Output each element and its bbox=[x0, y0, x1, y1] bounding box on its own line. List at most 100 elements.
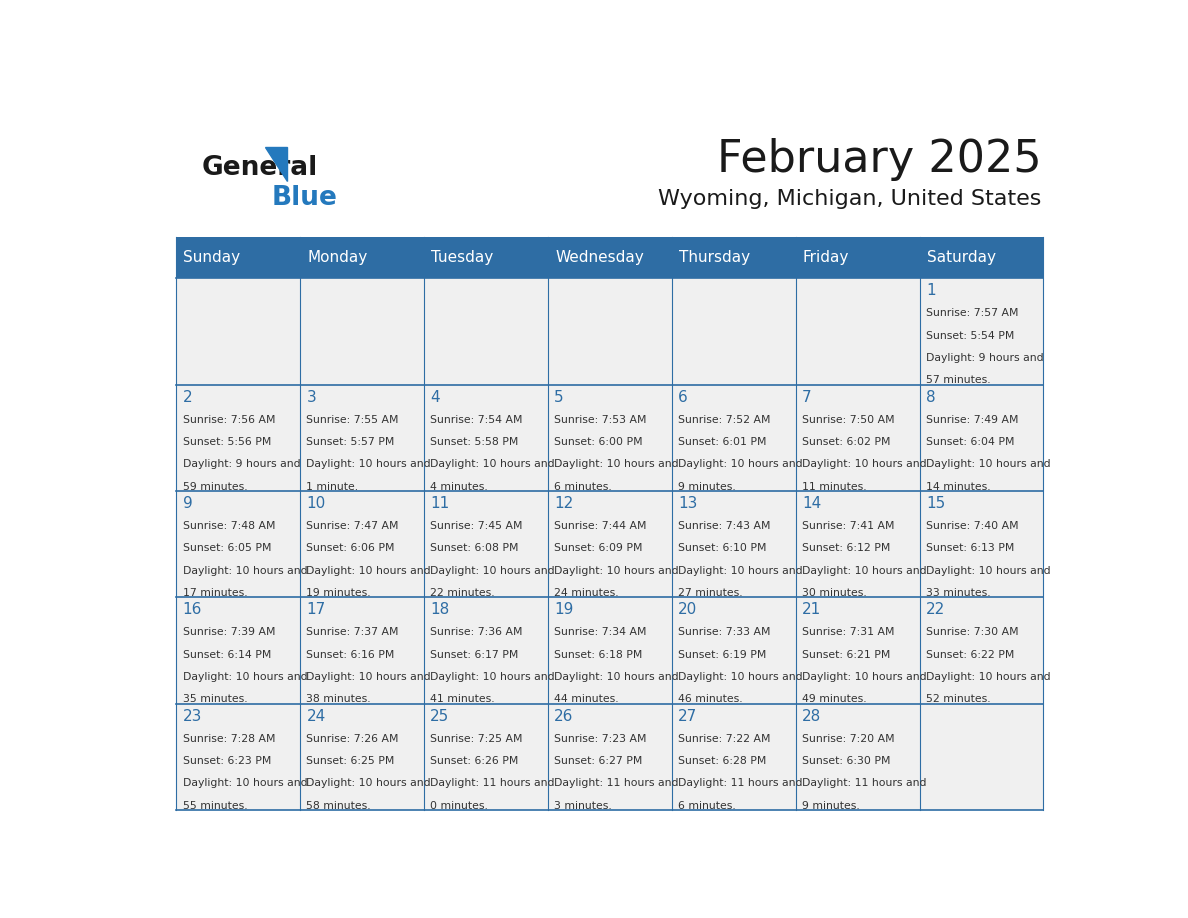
Text: 4: 4 bbox=[430, 389, 440, 405]
Bar bbox=[424, 385, 548, 491]
Text: Daylight: 10 hours and: Daylight: 10 hours and bbox=[802, 672, 927, 682]
Text: 41 minutes.: 41 minutes. bbox=[430, 694, 495, 704]
Text: Daylight: 10 hours and: Daylight: 10 hours and bbox=[183, 778, 308, 789]
Text: Sunrise: 7:30 AM: Sunrise: 7:30 AM bbox=[925, 627, 1018, 637]
Text: 30 minutes.: 30 minutes. bbox=[802, 588, 867, 598]
Text: 4 minutes.: 4 minutes. bbox=[430, 482, 488, 492]
Text: Sunset: 6:13 PM: Sunset: 6:13 PM bbox=[925, 543, 1015, 554]
Text: Sunday: Sunday bbox=[183, 251, 241, 265]
Text: 21: 21 bbox=[802, 602, 821, 617]
Text: 58 minutes.: 58 minutes. bbox=[307, 800, 371, 811]
Bar bbox=[796, 278, 920, 385]
Bar bbox=[424, 278, 548, 385]
Bar bbox=[176, 598, 301, 703]
Bar bbox=[671, 238, 796, 278]
Text: Sunrise: 7:41 AM: Sunrise: 7:41 AM bbox=[802, 521, 895, 532]
Bar bbox=[301, 278, 424, 385]
Text: Daylight: 10 hours and: Daylight: 10 hours and bbox=[925, 672, 1050, 682]
Bar bbox=[548, 491, 671, 598]
Text: 27: 27 bbox=[678, 709, 697, 723]
Text: 38 minutes.: 38 minutes. bbox=[307, 694, 371, 704]
Text: 13: 13 bbox=[678, 496, 697, 511]
Text: 1: 1 bbox=[925, 284, 936, 298]
Text: Sunset: 6:19 PM: Sunset: 6:19 PM bbox=[678, 650, 766, 660]
Bar bbox=[176, 278, 301, 385]
Bar bbox=[920, 598, 1043, 703]
Bar bbox=[301, 238, 424, 278]
Bar bbox=[920, 491, 1043, 598]
Text: Sunset: 6:17 PM: Sunset: 6:17 PM bbox=[430, 650, 519, 660]
Text: Daylight: 10 hours and: Daylight: 10 hours and bbox=[678, 459, 803, 469]
Text: Sunrise: 7:28 AM: Sunrise: 7:28 AM bbox=[183, 733, 276, 744]
Text: Sunrise: 7:34 AM: Sunrise: 7:34 AM bbox=[555, 627, 646, 637]
Text: 14 minutes.: 14 minutes. bbox=[925, 482, 991, 492]
Text: Sunrise: 7:44 AM: Sunrise: 7:44 AM bbox=[555, 521, 646, 532]
Bar bbox=[548, 238, 671, 278]
Text: 49 minutes.: 49 minutes. bbox=[802, 694, 867, 704]
Bar bbox=[548, 598, 671, 703]
Text: Daylight: 10 hours and: Daylight: 10 hours and bbox=[925, 565, 1050, 576]
Text: 9 minutes.: 9 minutes. bbox=[802, 800, 860, 811]
Text: Sunset: 6:23 PM: Sunset: 6:23 PM bbox=[183, 756, 271, 766]
Text: Sunset: 6:10 PM: Sunset: 6:10 PM bbox=[678, 543, 766, 554]
Bar bbox=[548, 278, 671, 385]
Bar bbox=[548, 703, 671, 810]
Bar bbox=[176, 703, 301, 810]
Text: Daylight: 10 hours and: Daylight: 10 hours and bbox=[307, 778, 431, 789]
Text: 59 minutes.: 59 minutes. bbox=[183, 482, 247, 492]
Text: 46 minutes.: 46 minutes. bbox=[678, 694, 742, 704]
Text: Daylight: 10 hours and: Daylight: 10 hours and bbox=[307, 459, 431, 469]
Text: Daylight: 11 hours and: Daylight: 11 hours and bbox=[802, 778, 927, 789]
Text: Monday: Monday bbox=[308, 251, 367, 265]
Text: Sunset: 6:04 PM: Sunset: 6:04 PM bbox=[925, 437, 1015, 447]
Bar bbox=[920, 238, 1043, 278]
Bar bbox=[301, 385, 424, 491]
Bar bbox=[796, 703, 920, 810]
Bar bbox=[796, 491, 920, 598]
Text: 3: 3 bbox=[307, 389, 316, 405]
Text: Thursday: Thursday bbox=[680, 251, 750, 265]
Text: Sunrise: 7:47 AM: Sunrise: 7:47 AM bbox=[307, 521, 399, 532]
Text: Sunset: 6:02 PM: Sunset: 6:02 PM bbox=[802, 437, 891, 447]
Text: Daylight: 9 hours and: Daylight: 9 hours and bbox=[183, 459, 301, 469]
Text: Daylight: 11 hours and: Daylight: 11 hours and bbox=[430, 778, 555, 789]
Text: 22 minutes.: 22 minutes. bbox=[430, 588, 495, 598]
Bar bbox=[671, 598, 796, 703]
Bar bbox=[176, 238, 301, 278]
Text: Sunset: 6:21 PM: Sunset: 6:21 PM bbox=[802, 650, 891, 660]
Text: 11: 11 bbox=[430, 496, 449, 511]
Text: 24 minutes.: 24 minutes. bbox=[555, 588, 619, 598]
Text: Daylight: 9 hours and: Daylight: 9 hours and bbox=[925, 353, 1043, 364]
Text: 27 minutes.: 27 minutes. bbox=[678, 588, 742, 598]
Text: 10: 10 bbox=[307, 496, 326, 511]
Text: Sunrise: 7:39 AM: Sunrise: 7:39 AM bbox=[183, 627, 276, 637]
Text: Sunrise: 7:40 AM: Sunrise: 7:40 AM bbox=[925, 521, 1018, 532]
Text: Sunrise: 7:52 AM: Sunrise: 7:52 AM bbox=[678, 415, 771, 425]
Text: Sunrise: 7:54 AM: Sunrise: 7:54 AM bbox=[430, 415, 523, 425]
Text: 6 minutes.: 6 minutes. bbox=[555, 482, 612, 492]
Text: Sunrise: 7:33 AM: Sunrise: 7:33 AM bbox=[678, 627, 771, 637]
Text: Sunrise: 7:31 AM: Sunrise: 7:31 AM bbox=[802, 627, 895, 637]
Text: Sunrise: 7:45 AM: Sunrise: 7:45 AM bbox=[430, 521, 523, 532]
Text: Sunrise: 7:57 AM: Sunrise: 7:57 AM bbox=[925, 308, 1018, 319]
Text: 11 minutes.: 11 minutes. bbox=[802, 482, 867, 492]
Text: Daylight: 11 hours and: Daylight: 11 hours and bbox=[555, 778, 678, 789]
Text: Sunrise: 7:50 AM: Sunrise: 7:50 AM bbox=[802, 415, 895, 425]
Text: Sunrise: 7:56 AM: Sunrise: 7:56 AM bbox=[183, 415, 276, 425]
Text: 57 minutes.: 57 minutes. bbox=[925, 375, 991, 386]
Bar bbox=[548, 385, 671, 491]
Text: 17: 17 bbox=[307, 602, 326, 617]
Text: Sunrise: 7:36 AM: Sunrise: 7:36 AM bbox=[430, 627, 523, 637]
Text: Sunset: 6:22 PM: Sunset: 6:22 PM bbox=[925, 650, 1015, 660]
Text: 24: 24 bbox=[307, 709, 326, 723]
Text: 12: 12 bbox=[555, 496, 574, 511]
Polygon shape bbox=[265, 147, 286, 181]
Text: 16: 16 bbox=[183, 602, 202, 617]
Text: Daylight: 10 hours and: Daylight: 10 hours and bbox=[307, 565, 431, 576]
Text: Daylight: 10 hours and: Daylight: 10 hours and bbox=[430, 672, 555, 682]
Bar bbox=[424, 703, 548, 810]
Text: Sunset: 6:06 PM: Sunset: 6:06 PM bbox=[307, 543, 394, 554]
Text: Sunset: 5:57 PM: Sunset: 5:57 PM bbox=[307, 437, 394, 447]
Text: Sunset: 6:27 PM: Sunset: 6:27 PM bbox=[555, 756, 643, 766]
Text: 28: 28 bbox=[802, 709, 821, 723]
